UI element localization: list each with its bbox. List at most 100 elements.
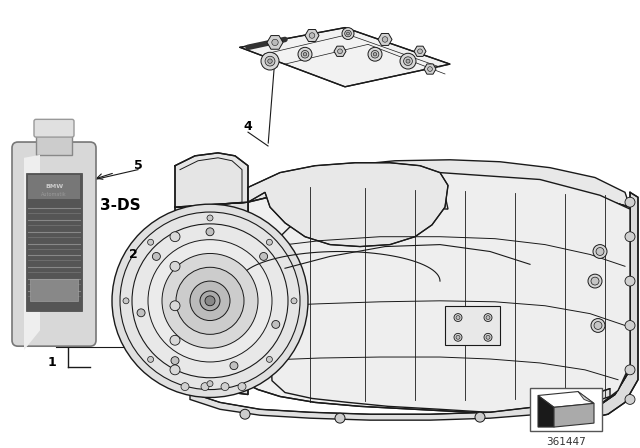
Circle shape — [368, 47, 382, 61]
Circle shape — [428, 67, 433, 71]
Polygon shape — [248, 163, 448, 246]
FancyBboxPatch shape — [445, 306, 500, 345]
Circle shape — [625, 232, 635, 241]
Circle shape — [338, 49, 342, 54]
Circle shape — [298, 47, 312, 61]
Circle shape — [170, 336, 180, 345]
Polygon shape — [378, 34, 392, 45]
Circle shape — [170, 365, 180, 375]
Polygon shape — [424, 64, 436, 74]
Circle shape — [591, 319, 605, 332]
Circle shape — [382, 37, 388, 42]
Circle shape — [484, 314, 492, 322]
Text: 361447: 361447 — [546, 437, 586, 447]
Circle shape — [112, 204, 308, 397]
Circle shape — [266, 239, 273, 245]
Circle shape — [272, 320, 280, 328]
FancyBboxPatch shape — [28, 175, 80, 199]
Text: BMW: BMW — [45, 185, 63, 190]
Circle shape — [593, 245, 607, 258]
Polygon shape — [560, 192, 638, 419]
Circle shape — [261, 52, 279, 70]
Circle shape — [486, 315, 490, 319]
Circle shape — [181, 383, 189, 391]
Circle shape — [171, 357, 179, 365]
Circle shape — [120, 212, 300, 390]
Circle shape — [594, 322, 602, 329]
Circle shape — [625, 276, 635, 286]
Circle shape — [148, 239, 154, 245]
Circle shape — [373, 52, 377, 56]
Circle shape — [123, 298, 129, 304]
Circle shape — [342, 28, 354, 39]
Polygon shape — [248, 160, 630, 207]
Circle shape — [206, 228, 214, 236]
Circle shape — [152, 253, 161, 260]
Text: 1: 1 — [47, 356, 56, 369]
Polygon shape — [190, 388, 610, 420]
Circle shape — [475, 412, 485, 422]
Circle shape — [230, 362, 238, 370]
FancyBboxPatch shape — [26, 172, 82, 310]
Circle shape — [454, 314, 462, 322]
Circle shape — [591, 277, 599, 285]
Circle shape — [221, 383, 229, 391]
Circle shape — [201, 383, 209, 391]
Circle shape — [346, 32, 349, 35]
Circle shape — [272, 39, 278, 46]
Text: Automatik: Automatik — [41, 192, 67, 197]
Polygon shape — [334, 46, 346, 56]
Circle shape — [400, 53, 416, 69]
FancyBboxPatch shape — [530, 388, 602, 431]
Text: 5: 5 — [134, 159, 142, 172]
Text: 2: 2 — [129, 248, 138, 261]
Circle shape — [588, 274, 602, 288]
Polygon shape — [538, 396, 554, 427]
Circle shape — [132, 224, 288, 378]
Polygon shape — [175, 190, 248, 207]
Polygon shape — [267, 35, 283, 49]
Circle shape — [205, 296, 215, 306]
Circle shape — [200, 291, 220, 310]
Circle shape — [162, 254, 258, 348]
Circle shape — [291, 298, 297, 304]
Circle shape — [260, 253, 268, 260]
Circle shape — [265, 56, 275, 66]
Circle shape — [454, 333, 462, 341]
Circle shape — [238, 383, 246, 391]
Circle shape — [268, 59, 272, 63]
Circle shape — [625, 320, 635, 331]
Circle shape — [335, 413, 345, 423]
Circle shape — [371, 51, 379, 58]
Polygon shape — [175, 153, 248, 207]
Circle shape — [176, 267, 244, 334]
Polygon shape — [175, 202, 248, 395]
Circle shape — [484, 333, 492, 341]
Circle shape — [404, 57, 412, 65]
Circle shape — [207, 215, 213, 221]
Circle shape — [266, 357, 273, 362]
Circle shape — [456, 336, 460, 339]
Polygon shape — [305, 30, 319, 42]
FancyBboxPatch shape — [34, 119, 74, 137]
Circle shape — [417, 49, 422, 54]
Circle shape — [301, 51, 309, 58]
Circle shape — [190, 281, 230, 320]
FancyBboxPatch shape — [36, 129, 72, 155]
Circle shape — [303, 52, 307, 56]
Circle shape — [207, 381, 213, 387]
Circle shape — [170, 232, 180, 241]
Circle shape — [625, 365, 635, 375]
FancyBboxPatch shape — [12, 142, 96, 346]
Circle shape — [148, 240, 272, 362]
Circle shape — [170, 261, 180, 271]
Circle shape — [406, 59, 410, 63]
Circle shape — [309, 33, 315, 38]
Circle shape — [596, 248, 604, 255]
Circle shape — [625, 395, 635, 405]
Text: 4: 4 — [244, 120, 252, 133]
Circle shape — [137, 309, 145, 317]
Circle shape — [345, 30, 351, 37]
Polygon shape — [414, 46, 426, 56]
Circle shape — [170, 301, 180, 310]
